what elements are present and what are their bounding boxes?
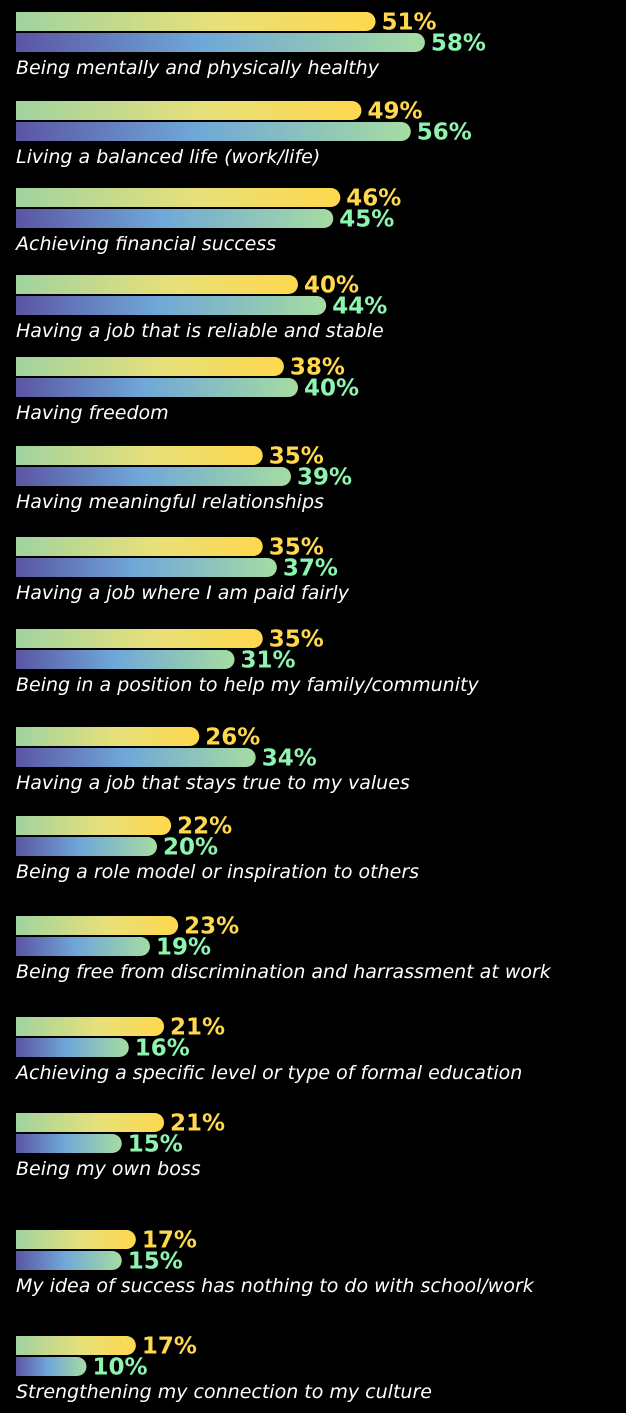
bar-upper [16, 727, 200, 746]
bar-value-upper: 51% [382, 10, 437, 36]
bar-upper [16, 357, 284, 376]
bar-value-lower: 19% [156, 935, 211, 961]
bar-lower [16, 1038, 129, 1057]
bar-lower [16, 650, 235, 669]
bar-lower [16, 837, 157, 856]
bar-value-upper: 21% [170, 1015, 225, 1041]
bar-lower [16, 1134, 122, 1153]
bar-group: 22%20%Being a role model or inspiration … [16, 814, 419, 883]
bar-group: 40%44%Having a job that is reliable and … [16, 273, 387, 342]
bar-lower [16, 33, 425, 52]
bar-value-lower: 31% [241, 648, 296, 674]
bar-upper [16, 1230, 136, 1249]
bar-group: 23%19%Being free from discrimination and… [16, 914, 552, 983]
bar-value-upper: 35% [269, 444, 324, 470]
bar-group: 21%16%Achieving a specific level or type… [14, 1015, 522, 1085]
bar-lower [16, 558, 277, 577]
category-label: Being my own boss [16, 1158, 201, 1180]
bar-group: 35%37%Having a job where I am paid fairl… [16, 535, 350, 604]
bar-group: 46%45% Achieving financial success [14, 186, 401, 256]
bar-value-upper: 49% [367, 99, 422, 125]
bar-lower [16, 467, 291, 486]
bar-lower [16, 122, 411, 141]
bar-value-lower: 58% [431, 31, 486, 57]
bar-group: 35%31%Being in a position to help my fam… [16, 627, 479, 696]
bar-upper [16, 816, 172, 835]
category-label: Having a job that is reliable and stable [16, 320, 384, 342]
bar-value-lower: 10% [93, 1355, 148, 1381]
bar-value-upper: 35% [269, 627, 324, 653]
bar-value-upper: 35% [269, 535, 324, 561]
bar-value-upper: 40% [304, 273, 359, 299]
category-label: Having freedom [16, 402, 169, 424]
category-label: Being in a position to help my family/co… [16, 674, 479, 696]
bar-lower [16, 296, 327, 315]
bar-lower [16, 748, 256, 767]
bar-value-upper: 17% [142, 1228, 197, 1254]
bar-upper [16, 275, 298, 294]
bar-value-lower: 45% [339, 207, 394, 233]
bar-group: 17%15%My idea of success has nothing to … [16, 1228, 535, 1297]
bar-group: 35%39%Having meaningful relationships [16, 444, 352, 513]
category-label: My idea of success has nothing to do wit… [16, 1275, 535, 1297]
bar-upper [16, 188, 341, 207]
bar-upper [16, 1336, 136, 1355]
bar-value-lower: 15% [128, 1132, 183, 1158]
category-label: Living a balanced life (work/life) [16, 146, 320, 168]
bar-value-upper: 46% [346, 186, 401, 212]
category-label: Strengthening my connection to my cultur… [16, 1381, 432, 1403]
bar-lower [16, 378, 298, 397]
category-label: Having a job that stays true to my value… [16, 772, 410, 794]
bar-upper [16, 101, 362, 121]
bar-value-lower: 56% [417, 120, 472, 146]
bar-upper [16, 629, 263, 648]
category-label: Being a role model or inspiration to oth… [16, 861, 419, 883]
bar-value-lower: 20% [163, 835, 218, 861]
bar-upper [16, 537, 263, 556]
bar-value-lower: 39% [297, 465, 352, 491]
bar-value-lower: 15% [128, 1249, 183, 1275]
bar-group: 51%58% Being mentally and physically heal… [16, 10, 486, 79]
bar-value-upper: 23% [184, 914, 239, 940]
category-label: Being free from discrimination and harra… [16, 961, 552, 983]
category-label: Having meaningful relationships [16, 491, 324, 513]
bar-lower [16, 937, 150, 956]
bar-value-upper: 38% [290, 355, 345, 381]
bar-value-lower: 37% [283, 556, 338, 582]
bar-group: 26%34%Having a job that stays true to my… [16, 725, 410, 794]
bar-upper [16, 1113, 165, 1132]
bar-lower [16, 1251, 122, 1270]
bar-group: 21%15%Being my own boss [16, 1111, 225, 1180]
bar-group: 49%56% Living a balanced life (work/life) [16, 99, 472, 168]
bar-value-lower: 44% [332, 294, 387, 320]
category-label: Achieving a specific level or type of fo… [14, 1062, 522, 1084]
bar-value-upper: 17% [142, 1334, 197, 1360]
bar-upper [16, 446, 263, 465]
bar-value-upper: 21% [170, 1111, 225, 1137]
category-label: Having a job where I am paid fairly [16, 582, 350, 604]
bar-value-upper: 22% [177, 814, 232, 840]
bar-value-lower: 40% [304, 376, 359, 402]
bar-value-lower: 16% [135, 1036, 190, 1062]
bar-group: 17%10%Strengthening my connection to my … [16, 1334, 432, 1403]
bar-value-upper: 26% [205, 725, 260, 751]
bar-upper [16, 12, 376, 31]
bar-group: 38%40% Having freedom [16, 355, 359, 424]
category-label: Being mentally and physically healthy [16, 57, 380, 79]
bar-upper [16, 916, 179, 935]
bar-upper [16, 1017, 165, 1036]
bar-lower [16, 1357, 87, 1376]
bar-lower [16, 209, 334, 228]
bar-value-lower: 34% [262, 746, 317, 772]
category-label: Achieving financial success [14, 233, 276, 255]
